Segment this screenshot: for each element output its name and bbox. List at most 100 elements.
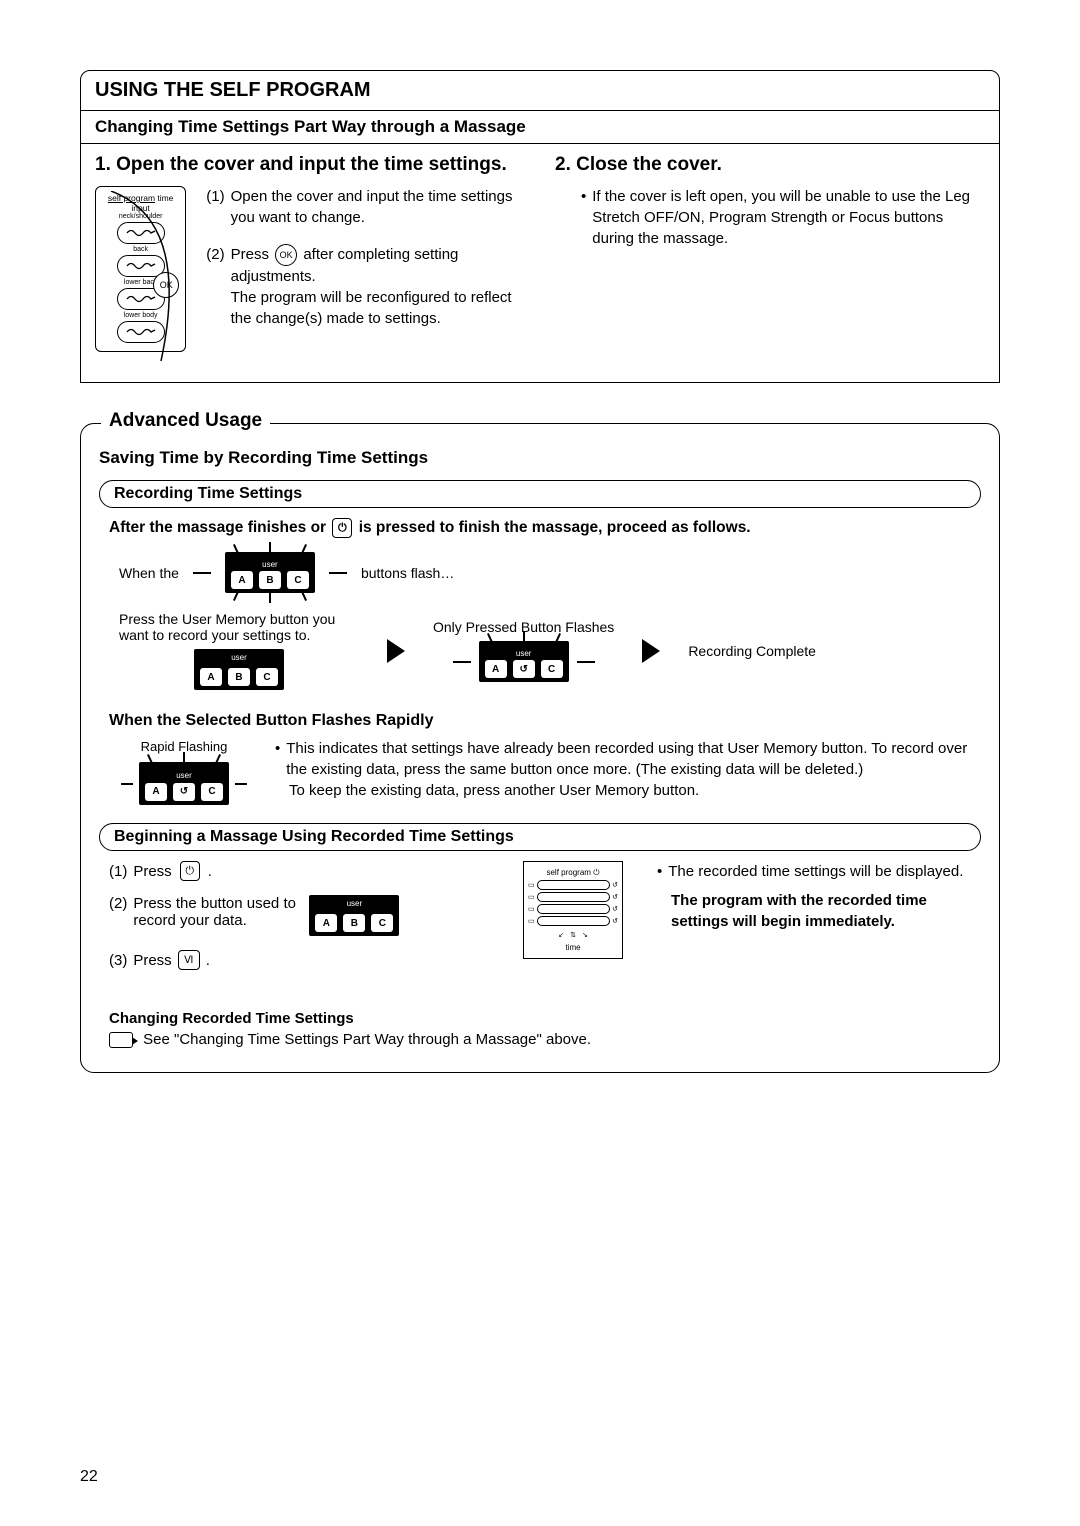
dash-icon	[121, 783, 133, 785]
power-icon: ⏻	[180, 861, 200, 881]
abc-b: B	[228, 668, 250, 686]
flash-row: When the user A B C buttons flash…	[119, 552, 981, 593]
zone4-label: lower body	[102, 312, 179, 319]
see-text: See "Changing Time Settings Part Way thr…	[143, 1031, 591, 1048]
abc-rapid-block: user A ↺ C	[139, 762, 229, 805]
abc-b-flash: ↺	[173, 783, 195, 801]
zone4-button	[117, 321, 165, 343]
zone2-label: back	[102, 246, 179, 253]
bs3-num: (3)	[109, 952, 127, 969]
begin-steps: (1) Press ⏻ . (2) Press the button used …	[109, 861, 489, 984]
abc-b: B	[259, 571, 281, 589]
abc-user-label: user	[516, 649, 532, 658]
abc-plain-block: user A B C	[309, 895, 399, 936]
advanced-legend: Advanced Usage	[101, 410, 270, 432]
sub2-c: The program will be reconfigured to refl…	[231, 289, 512, 327]
steps-row: 1. Open the cover and input the time set…	[81, 144, 999, 382]
step1-column: 1. Open the cover and input the time set…	[95, 154, 525, 352]
abc-a: A	[145, 783, 167, 801]
abc-user-label: user	[176, 770, 192, 781]
abc-one-flash-block: user A ↺ C	[479, 641, 569, 682]
abc-user-label: user	[347, 899, 363, 908]
section-title: USING THE SELF PROGRAM	[81, 71, 999, 111]
record-flow: Press the User Memory button you want to…	[119, 611, 981, 690]
recorded-displayed: The recorded time settings will be displ…	[668, 861, 963, 882]
rapid-row: Rapid Flashing user A ↺ C • This indic	[119, 738, 981, 805]
sub1-text: Open the cover and input the time settin…	[231, 186, 525, 228]
buttons-flash: buttons flash…	[361, 565, 454, 581]
sub2-a: Press	[231, 246, 274, 263]
dash-icon	[193, 572, 211, 574]
after-a: After the massage finishes or	[109, 519, 330, 536]
press-user-mem: Press the User Memory button you want to…	[119, 611, 359, 643]
abc-c: C	[256, 668, 278, 686]
bullet-dot: •	[275, 738, 280, 780]
advanced-usage-box: Advanced Usage Saving Time by Recording …	[80, 423, 1000, 1073]
abc-b: B	[343, 914, 365, 932]
sub2-body: Press OK after completing setting adjust…	[231, 244, 525, 329]
bs1-b: .	[208, 863, 212, 880]
squiggle-icon	[126, 261, 156, 271]
abc-a: A	[231, 571, 253, 589]
remote-label: self program	[108, 193, 155, 203]
reference-icon	[109, 1032, 133, 1048]
dash-icon	[453, 661, 471, 663]
display-time-label: time	[565, 943, 580, 952]
squiggle-icon	[126, 294, 156, 304]
bullet-dot: •	[657, 861, 662, 882]
rapid-line2: To keep the existing data, press another…	[275, 780, 981, 801]
bs1-a: Press	[133, 863, 171, 880]
selected-flash-title: When the Selected Button Flashes Rapidly	[109, 712, 981, 730]
page-number: 22	[80, 1468, 98, 1486]
abc-c: C	[201, 783, 223, 801]
abc-a: A	[200, 668, 222, 686]
ok-inline-icon: OK	[275, 244, 297, 266]
abc-plain-block: user A B C	[194, 649, 284, 690]
changing-title: Changing Recorded Time Settings	[109, 1010, 981, 1027]
bs2-num: (2)	[109, 895, 127, 912]
sub-title: Changing Time Settings Part Way through …	[81, 111, 999, 144]
step1-heading: 1. Open the cover and input the time set…	[95, 154, 525, 176]
when-the: When the	[119, 565, 179, 581]
begin-right-text: • The recorded time settings will be dis…	[657, 861, 981, 932]
remote-diagram: self program time input neck/shoulder ba…	[95, 186, 186, 352]
step1-substeps: (1) Open the cover and input the time se…	[206, 186, 525, 345]
arrow-right-icon	[387, 639, 405, 663]
step2-heading: 2. Close the cover.	[555, 154, 985, 176]
saving-title: Saving Time by Recording Time Settings	[99, 448, 981, 468]
begin-row: (1) Press ⏻ . (2) Press the button used …	[109, 861, 981, 984]
after-line: After the massage finishes or ⏻ is press…	[109, 518, 981, 538]
sub1-num: (1)	[206, 186, 224, 228]
bs1-num: (1)	[109, 863, 127, 880]
ok-button: OK	[153, 272, 179, 298]
bullet-dot: •	[581, 186, 586, 249]
display-diagram: self program ⏻ ▭↺ ▭↺ ▭↺ ▭↺ ↙⇅↘ time	[523, 861, 623, 959]
step2-column: 2. Close the cover. • If the cover is le…	[555, 154, 985, 352]
abc-c: C	[371, 914, 393, 932]
abc-a: A	[315, 914, 337, 932]
after-b: is pressed to finish the massage, procee…	[359, 519, 751, 536]
arrow-right-icon	[642, 639, 660, 663]
dash-icon	[577, 661, 595, 663]
abc-b-flash: ↺	[513, 660, 535, 678]
abc-user-label: user	[231, 653, 247, 662]
beginning-pill: Beginning a Massage Using Recorded Time …	[99, 823, 981, 851]
display-label: self program	[546, 868, 590, 877]
squiggle-icon	[126, 327, 156, 337]
rapid-bullet1: This indicates that settings have alread…	[286, 738, 981, 780]
abc-a: A	[485, 660, 507, 678]
bs3-a: Press	[133, 952, 171, 969]
dash-icon	[329, 572, 347, 574]
main-panel: USING THE SELF PROGRAM Changing Time Set…	[80, 70, 1000, 383]
bs3-b: .	[206, 952, 210, 969]
step2-text: If the cover is left open, you will be u…	[592, 186, 985, 249]
sub2-num: (2)	[206, 244, 224, 329]
power-icon: ⏻	[332, 518, 352, 538]
program-begin: The program with the recorded time setti…	[657, 890, 981, 932]
recording-complete: Recording Complete	[688, 643, 816, 659]
recording-pill: Recording Time Settings	[99, 480, 981, 508]
abc-c: C	[541, 660, 563, 678]
squiggle-icon	[126, 228, 156, 238]
zone1-button	[117, 222, 165, 244]
bs2-text: Press the button used to record your dat…	[133, 895, 303, 929]
